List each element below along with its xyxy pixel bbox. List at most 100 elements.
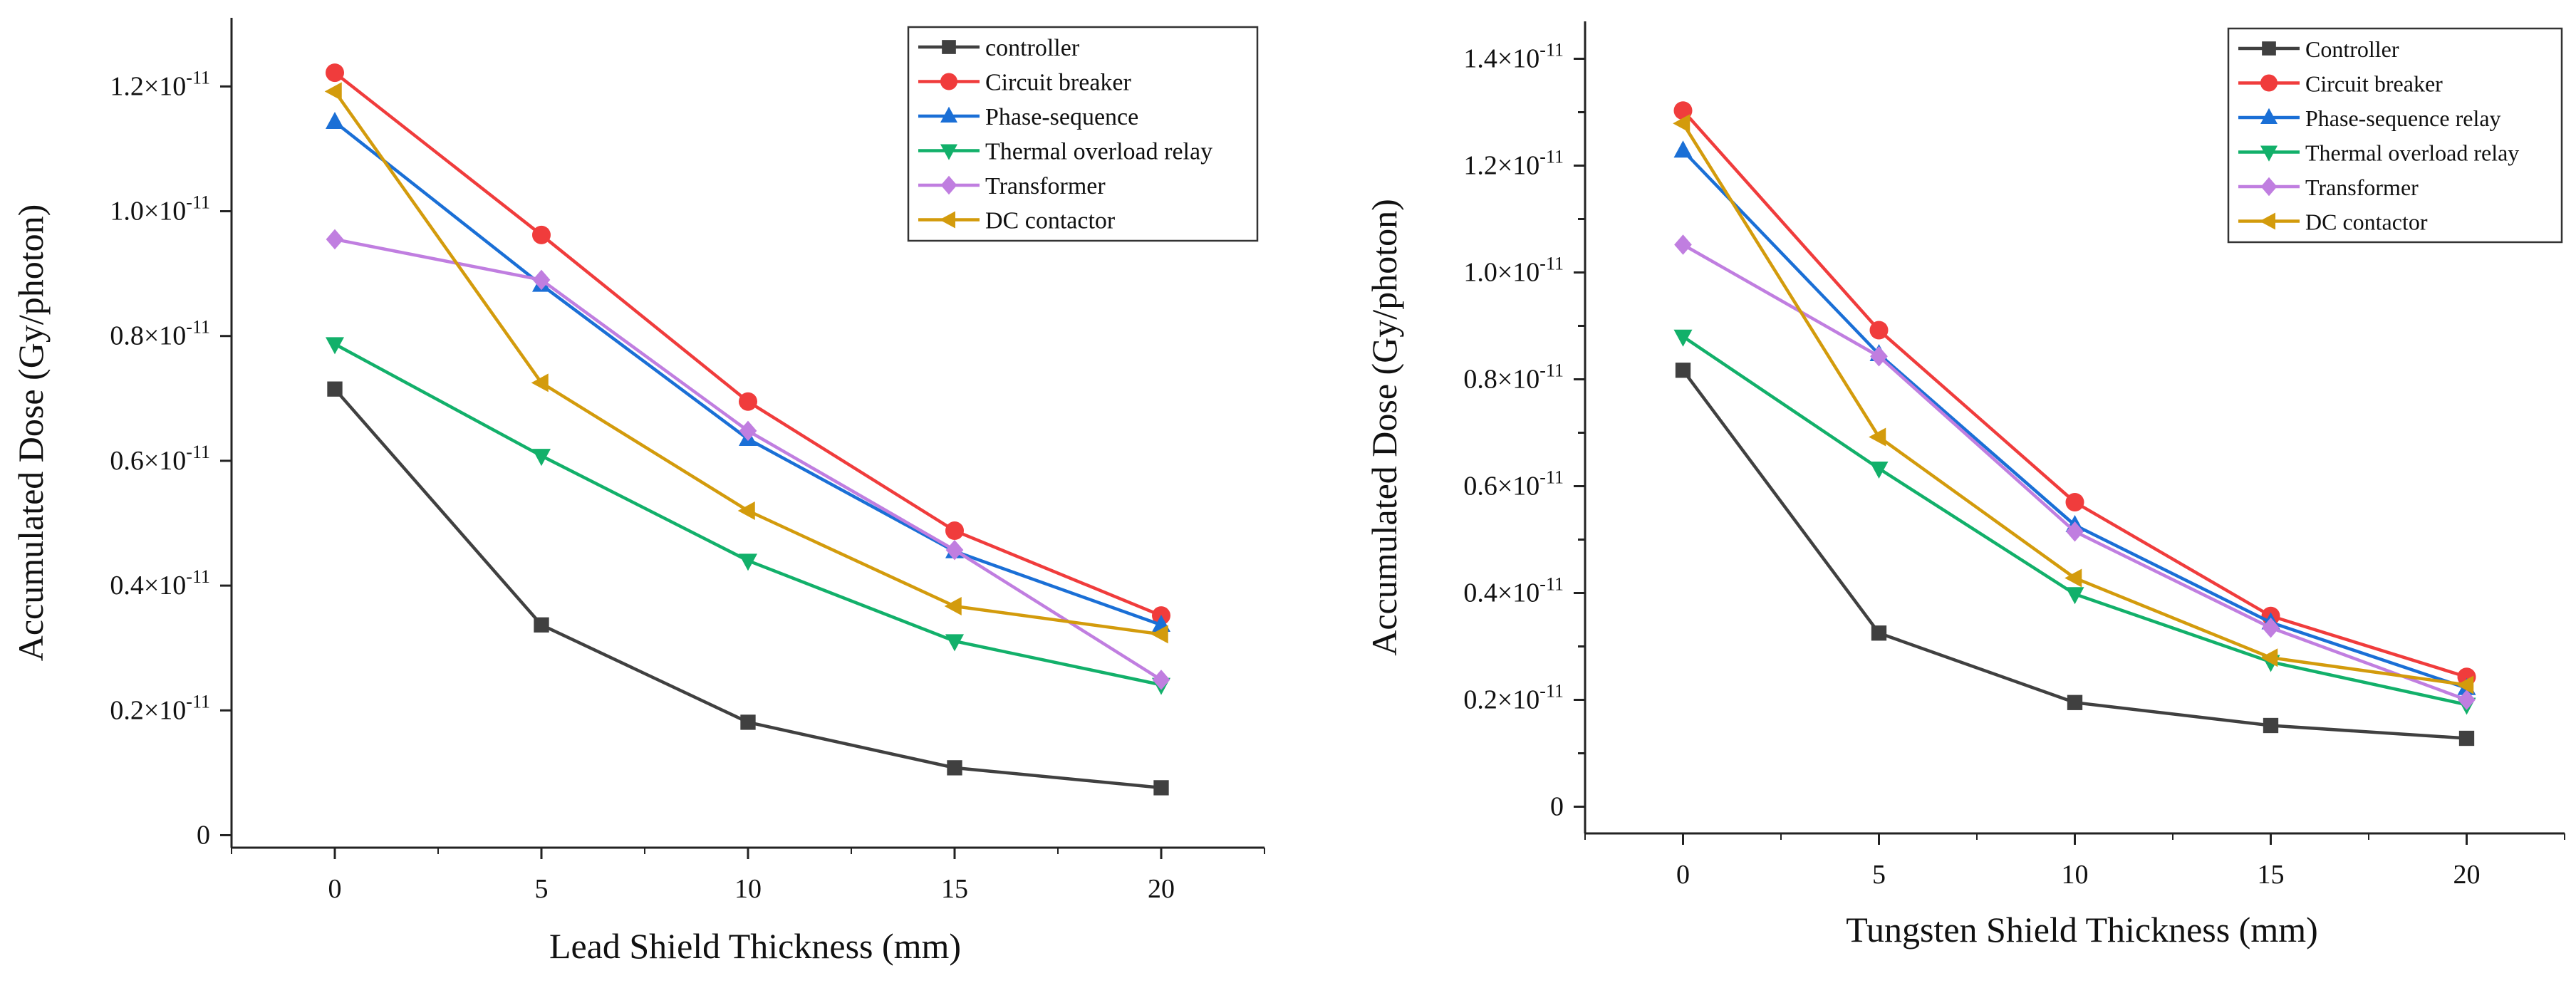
y-tick-label: 0.2×10-11 (110, 691, 210, 725)
series-5 (1674, 234, 2476, 710)
legend-label: Circuit breaker (2305, 71, 2443, 97)
data-point (944, 597, 962, 616)
y-tick-exponent: -11 (186, 442, 210, 462)
y-axis-title: Accumulated Dose (Gy/photon) (1364, 199, 1404, 656)
data-point (2067, 695, 2083, 710)
legend-swatch-marker (940, 144, 957, 160)
x-tick-label: 5 (1872, 860, 1886, 890)
legend-swatch-marker (2260, 108, 2278, 124)
data-point (737, 501, 755, 520)
y-tick-label: 0.2×10-11 (1463, 681, 1564, 715)
data-point (945, 634, 964, 652)
data-point (1152, 670, 1170, 690)
y-tick-exponent: -11 (186, 691, 210, 712)
y-tick-label: 0.4×10-11 (1463, 574, 1564, 608)
data-point (1153, 780, 1169, 796)
y-tick-base: 0.8×10 (1463, 365, 1539, 395)
y-tick-base: 1.0×10 (1463, 258, 1539, 288)
legend-label: Controller (2305, 36, 2399, 62)
legend-swatch-marker (2262, 41, 2276, 56)
data-point (324, 82, 342, 101)
y-tick-base: 0.2×10 (1463, 685, 1539, 715)
y-tick-exponent: -11 (1539, 40, 1564, 61)
y-tick-exponent: -11 (1539, 360, 1564, 381)
y-tick-exponent: -11 (186, 192, 210, 213)
data-point (326, 63, 344, 83)
y-tick-base: 1.0×10 (110, 197, 186, 227)
y-tick-label: 0.8×10-11 (1463, 360, 1564, 395)
y-tick-label: 0.6×10-11 (1463, 467, 1564, 501)
series-line (1681, 369, 2467, 740)
legend-swatch-marker (940, 175, 957, 195)
chart-panel-1: 0 5 10 15 2000.2×10-110.4×10-110.6×10-110.8×… (11, 18, 1265, 966)
data-point (739, 553, 757, 571)
data-point (531, 373, 549, 392)
data-point (2260, 648, 2278, 667)
legend-swatch-marker (2259, 212, 2275, 230)
data-point (945, 539, 964, 561)
data-point (739, 392, 757, 411)
x-tick-label: 5 (535, 874, 549, 904)
legend: controller Circuit breaker Phase-sequence… (907, 26, 1259, 242)
y-tick-base: 0.6×10 (110, 446, 186, 476)
y-tick-label: 0 (1550, 792, 1564, 822)
series-1 (1675, 363, 2475, 747)
x-tick-label: 20 (2453, 860, 2481, 890)
legend-swatch-marker (940, 73, 957, 90)
data-point (2458, 690, 2476, 710)
series-5 (326, 229, 1170, 690)
data-point (2065, 493, 2084, 511)
data-point (947, 760, 962, 776)
y-tick-base: 0.8×10 (110, 321, 186, 351)
data-point (326, 229, 344, 250)
series-2 (326, 63, 1170, 625)
data-point (1673, 101, 1693, 120)
y-tick-label: 1.2×10-11 (1463, 147, 1564, 181)
data-point (945, 521, 964, 541)
data-point (1871, 625, 1887, 641)
data-point (1674, 234, 1692, 255)
legend-label: Phase-sequence relay (2305, 105, 2501, 131)
y-tick-base: 0.2×10 (110, 695, 186, 725)
data-point (2262, 617, 2280, 638)
y-tick-exponent: -11 (1539, 574, 1564, 595)
y-tick-label: 0.4×10-11 (110, 566, 210, 600)
y-tick-exponent: -11 (186, 566, 210, 587)
legend-label: Phase-sequence (985, 104, 1138, 130)
y-tick-exponent: -11 (1539, 467, 1564, 488)
legend-label: Transformer (2305, 175, 2419, 200)
x-tick-label: 10 (734, 874, 762, 904)
data-point (1870, 345, 1888, 367)
data-point (2456, 675, 2474, 695)
legend: Controller Circuit breaker Phase-sequence … (2227, 27, 2563, 244)
legend-swatch-marker (940, 106, 957, 123)
x-tick-label: 20 (1148, 874, 1175, 904)
x-tick-label: 0 (328, 874, 342, 904)
y-tick-label: 1.0×10-11 (1463, 254, 1564, 288)
data-point (1869, 462, 1889, 479)
data-point (2263, 717, 2279, 734)
y-tick-exponent: -11 (1539, 147, 1564, 167)
series-2 (1673, 101, 2476, 687)
data-point (1675, 363, 1691, 378)
y-tick-exponent: -11 (186, 67, 210, 88)
data-point (1673, 114, 1690, 133)
y-tick-label: 1.0×10-11 (110, 192, 210, 227)
y-tick-label: 0 (197, 820, 210, 850)
y-tick-base: 0.6×10 (1463, 472, 1539, 501)
data-point (1869, 321, 1889, 340)
data-point (1673, 329, 1693, 347)
data-point (1869, 427, 1886, 447)
data-point (532, 225, 551, 244)
data-point (532, 269, 551, 291)
x-tick-label: 10 (2062, 860, 2089, 890)
data-point (327, 381, 343, 397)
y-tick-base: 1.4×10 (1463, 44, 1539, 74)
data-point (2065, 587, 2084, 605)
y-tick-base: 0.4×10 (110, 571, 186, 600)
data-point (326, 111, 344, 130)
data-point (2066, 521, 2084, 542)
y-tick-base: 1.2×10 (1463, 151, 1539, 181)
